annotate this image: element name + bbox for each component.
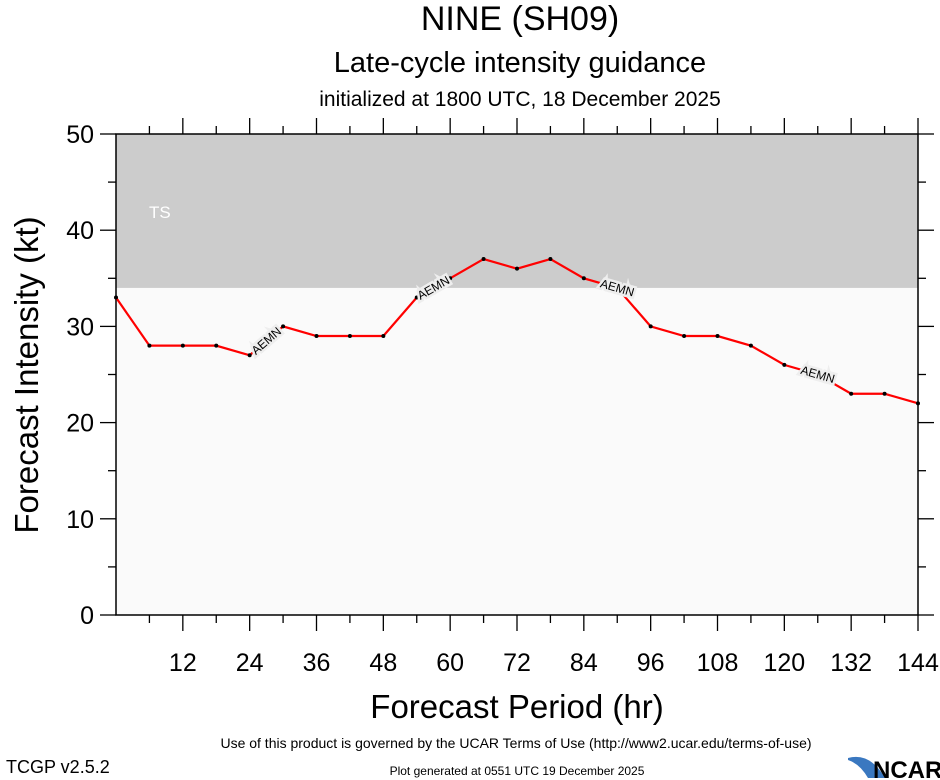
x-tick-label: 48 [369,649,397,677]
x-tick-label: 12 [169,649,197,677]
data-point [347,334,352,339]
x-tick-label: 72 [503,649,531,677]
x-tick-label: 132 [830,649,872,677]
y-tick-label: 10 [66,506,94,534]
x-tick-label: 84 [570,649,598,677]
terms-of-use: Use of this product is governed by the U… [220,735,811,751]
data-point [715,334,720,339]
data-point [448,276,453,281]
data-point [214,343,219,348]
y-tick-label: 20 [66,410,94,438]
data-point [548,257,553,262]
data-point [414,295,419,300]
data-point [615,285,620,290]
data-point [247,353,252,358]
y-axis-label: Forecast Intensity (kt) [8,216,45,533]
data-point [114,295,118,300]
band-label: TS [149,203,171,222]
x-tick-label: 144 [897,649,939,677]
data-point [882,391,887,396]
y-tick-label: 0 [80,602,94,630]
chart-init-time: initialized at 1800 UTC, 18 December 202… [319,88,721,111]
data-point [381,334,386,339]
x-tick-label: 36 [303,649,331,677]
data-point [581,276,586,281]
data-point [916,401,920,406]
data-point [481,257,486,262]
intensity-band [116,134,918,288]
data-point [515,266,519,271]
chart-title: NINE (SH09) [421,0,619,38]
data-point [314,334,319,339]
data-point [748,343,753,348]
data-point [815,372,820,377]
data-point [782,362,787,367]
x-tick-label: 120 [763,649,805,677]
chart-subtitle: Late-cycle intensity guidance [334,47,706,79]
x-tick-label: 96 [637,649,665,677]
y-tick-label: 40 [66,217,94,245]
generated-time: Plot generated at 0551 UTC 19 December 2… [390,764,645,778]
data-point [147,343,152,348]
x-tick-label: 60 [436,649,464,677]
data-point [648,324,653,329]
data-point [682,334,687,339]
data-point [180,343,185,348]
x-tick-label: 24 [236,649,264,677]
y-tick-label: 30 [66,313,94,341]
plot-frame [115,133,919,616]
y-tick-label: 50 [66,121,94,149]
ncar-logo-text: NCAR [873,757,940,780]
version-label: TCGP v2.5.2 [6,757,110,777]
data-point [849,391,854,396]
data-point [281,324,286,329]
ncar-logo: NCAR [848,756,940,780]
x-axis-label: Forecast Period (hr) [370,688,663,725]
x-tick-label: 108 [697,649,739,677]
